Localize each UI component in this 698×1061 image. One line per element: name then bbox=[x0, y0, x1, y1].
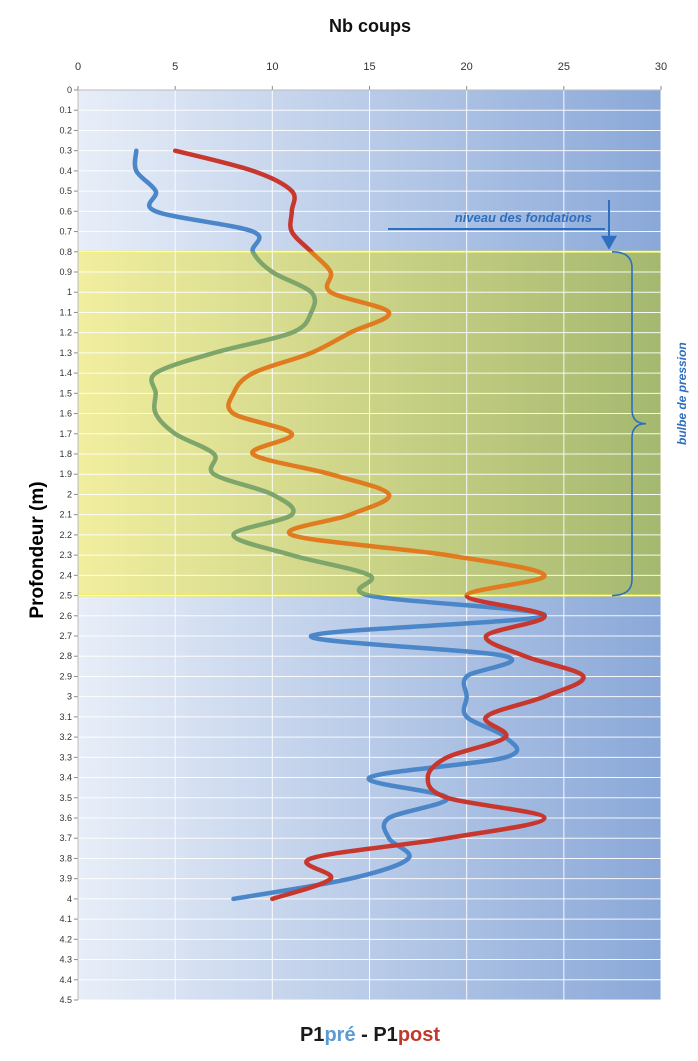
y-tick-label: 0.5 bbox=[59, 186, 72, 196]
x-tick-label: 10 bbox=[266, 61, 278, 73]
legend-p1-pre-prefix: P1 bbox=[299, 1024, 325, 1046]
y-tick-label: 1.5 bbox=[59, 388, 72, 398]
y-tick-label: 1.2 bbox=[59, 328, 72, 338]
y-tick-label: 2.9 bbox=[59, 671, 72, 681]
pressure-bulb-label: bulbe de pression bbox=[675, 342, 689, 445]
y-tick-label: 0.9 bbox=[59, 267, 72, 277]
y-tick-label: 2.7 bbox=[59, 631, 72, 641]
y-tick-label: 3.2 bbox=[59, 732, 72, 742]
x-tick-label: 0 bbox=[75, 61, 81, 73]
y-tick-label: 3.8 bbox=[59, 853, 72, 863]
foundation-level-label: niveau des fondations bbox=[455, 210, 592, 225]
y-tick-label: 1.9 bbox=[59, 469, 72, 479]
x-tick-label: 30 bbox=[655, 61, 667, 73]
y-tick-label: 3.6 bbox=[59, 813, 72, 823]
y-tick-label: 1.7 bbox=[59, 429, 72, 439]
y-tick-label: 0.1 bbox=[59, 105, 72, 115]
y-tick-label: 0.4 bbox=[59, 166, 72, 176]
series-line-p1post-zone bbox=[226, 251, 547, 596]
y-tick-label: 0 bbox=[67, 85, 72, 95]
y-tick-label: 2.2 bbox=[59, 530, 72, 540]
y-tick-label: 3.7 bbox=[59, 833, 72, 843]
y-tick-label: 1.3 bbox=[59, 348, 72, 358]
y-tick-label: 0.7 bbox=[59, 227, 72, 237]
series-line-p1pre-zone bbox=[149, 251, 384, 596]
pressure-bulb-brace bbox=[611, 250, 647, 597]
y-tick-label: 4.4 bbox=[59, 975, 72, 985]
y-tick-label: 2 bbox=[67, 489, 72, 499]
legend-post: post bbox=[397, 1024, 441, 1046]
y-tick-label: 3.9 bbox=[59, 874, 72, 884]
y-tick-label: 4.5 bbox=[59, 995, 72, 1005]
y-tick-label: 2.3 bbox=[59, 550, 72, 560]
y-tick-label: 3.4 bbox=[59, 773, 72, 783]
series-legend-label: P1pré - P1post bbox=[0, 1024, 698, 1047]
legend-pre: pré bbox=[324, 1024, 356, 1046]
y-tick-label: 0.6 bbox=[59, 206, 72, 216]
y-tick-label: 4.3 bbox=[59, 955, 72, 965]
y-tick-label: 2.8 bbox=[59, 651, 72, 661]
y-tick-label: 3 bbox=[67, 692, 72, 702]
y-tick-label: 3.3 bbox=[59, 752, 72, 762]
x-tick-label: 5 bbox=[172, 61, 178, 73]
y-tick-label: 2.6 bbox=[59, 611, 72, 621]
y-tick-label: 1.1 bbox=[59, 307, 72, 317]
x-tick-label: 25 bbox=[558, 61, 570, 73]
y-tick-label: 4 bbox=[67, 894, 72, 904]
legend-p1-post-prefix: P1 bbox=[373, 1024, 398, 1046]
y-tick-label: 4.2 bbox=[59, 934, 72, 944]
y-tick-label: 3.5 bbox=[59, 793, 72, 803]
y-tick-label: 1.6 bbox=[59, 409, 72, 419]
y-tick-label: 1.8 bbox=[59, 449, 72, 459]
y-tick-label: 2.4 bbox=[59, 570, 72, 580]
y-tick-label: 1.4 bbox=[59, 368, 72, 378]
y-tick-label: 3.1 bbox=[59, 712, 72, 722]
foundation-arrow-head bbox=[601, 235, 617, 250]
y-tick-label: 0.2 bbox=[59, 125, 72, 135]
y-tick-label: 2.1 bbox=[59, 510, 72, 520]
y-tick-label: 4.1 bbox=[59, 914, 72, 924]
chart-title: Nb coups bbox=[328, 16, 411, 36]
x-tick-label: 20 bbox=[461, 61, 473, 73]
y-tick-label: 0.3 bbox=[59, 146, 72, 156]
y-tick-label: 1 bbox=[67, 287, 72, 297]
x-tick-label: 15 bbox=[363, 61, 375, 73]
y-tick-label: 2.5 bbox=[59, 591, 72, 601]
legend-separator: - bbox=[355, 1024, 374, 1046]
y-tick-label: 0.8 bbox=[59, 247, 72, 257]
